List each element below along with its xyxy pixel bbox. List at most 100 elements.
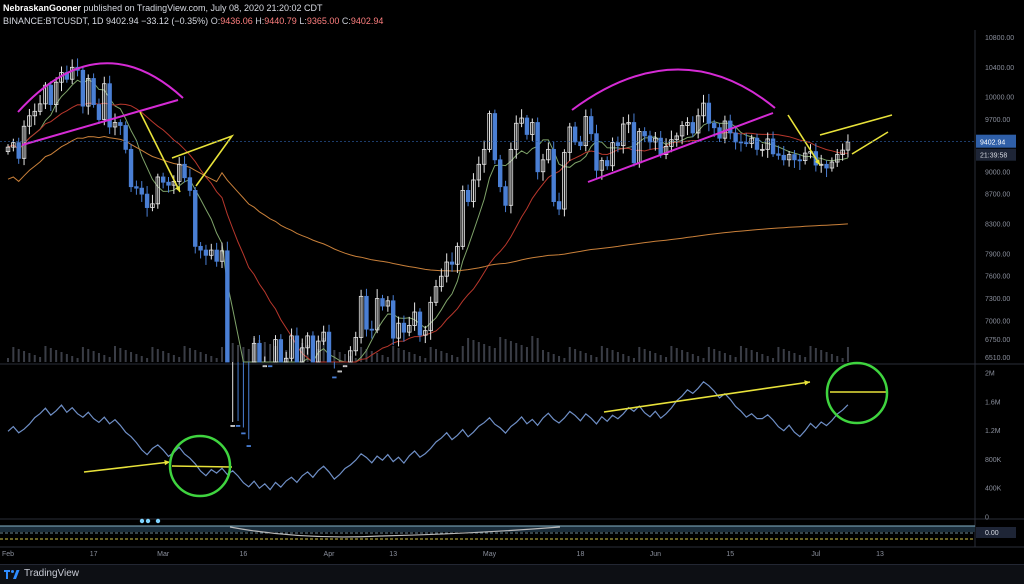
volume-bar [756,352,758,362]
candle-body [508,148,514,206]
volume-bar [702,358,705,362]
volume-bar [622,354,625,362]
candle-body [497,159,503,188]
volume-bar [493,348,496,362]
candle-body [706,102,712,124]
volume-bar [504,339,507,362]
volume-bar [92,351,95,362]
volume-bar [114,346,116,362]
volume-bar [745,348,748,362]
volume-bar [681,350,684,362]
obv-trend-arrow [83,461,171,473]
volume-bar [809,346,812,362]
volume-bar [542,350,544,362]
open-value: 9436.06 [220,16,253,26]
close-label: C: [341,16,351,26]
candle-body [21,125,27,159]
candle-body [605,160,610,167]
volume-bar [263,342,266,362]
obv-flat-line [171,465,233,468]
candle-body [476,163,481,181]
candle-body [128,148,134,188]
high-label: H: [255,16,265,26]
obv-line [7,380,849,491]
candle-body [219,250,225,262]
candle-body [642,131,647,137]
volume-bar [525,347,528,362]
candle-body [631,122,637,164]
candle-body [342,365,348,368]
osc-badge-bg [976,527,1016,538]
tradingview-logo-icon[interactable] [4,568,20,580]
obv-trend-arrow [603,381,811,413]
volume-bar [461,346,464,362]
candle-body [70,66,75,80]
tradingview-brand[interactable]: TradingView [24,568,80,579]
volume-bar [531,336,534,362]
volume-bar [841,358,844,362]
volume-bar [804,357,807,362]
candle-body [230,425,235,427]
price-tick-label: 7000.00 [985,318,1010,325]
volume-bar [119,348,122,362]
volume-bar [392,346,395,362]
candle-body [96,104,102,120]
candle-body [503,186,508,206]
candle-body [530,122,535,135]
volume-bar [723,353,726,362]
candle-body [278,339,284,363]
volume-bar [162,351,165,362]
candle-body [599,160,605,171]
price-tick-label: 7300.00 [985,296,1010,303]
candle-body [572,126,578,143]
volume-bar [130,352,133,362]
volume-bar [590,355,593,362]
candle-body [749,137,754,144]
volume-bar [788,351,791,362]
volume-bar [81,347,84,362]
candle-body [380,298,385,307]
candle-body [824,163,829,169]
arrow-head [814,159,820,165]
candle-body [401,322,407,333]
candle-body [198,245,203,251]
candle-body [374,298,380,331]
volume-bar [376,353,379,362]
candle-body [91,78,96,106]
volume-bar [397,348,400,362]
ma-long-line [7,135,848,272]
candle-body [27,115,32,127]
volume-bar [739,346,742,362]
symbol-label[interactable]: BINANCE:BTCUSDT, 1D [3,16,104,26]
candle-body [225,250,230,363]
candle-body [123,125,128,150]
candle-body [283,357,289,363]
candle-body [701,102,706,117]
highlight-circle [168,434,232,498]
price-chart-svg[interactable]: 6510.00 6750.00 7000.00 7300.00 7600.00 7900.… [0,0,1024,564]
candle-body [364,295,369,330]
candle-body [332,376,337,379]
volume-bar [520,345,523,362]
volume-bar [697,356,700,362]
publisher-name[interactable]: NebraskanGooner [3,3,82,13]
candle-body [776,153,781,156]
osc-tick-label: 0.00 [985,530,999,537]
volume-bar [440,351,443,362]
candle-body [439,275,444,288]
candle-body [182,163,187,179]
volume-bar [793,353,796,362]
candle-body [417,311,423,336]
x-tick-label: Jul [811,551,820,558]
low-label: L: [299,16,307,26]
volume-bar [71,356,74,362]
obv-tick-label: 800K [985,457,1002,464]
volume-bar [402,350,405,362]
candle-body [423,330,428,336]
volume-bar [654,353,657,362]
x-tick-label: 17 [90,551,98,558]
volume-bar [713,349,716,362]
x-tick-label: 16 [240,551,248,558]
x-tick-label: Mar [157,551,170,558]
candle-body [449,261,455,265]
